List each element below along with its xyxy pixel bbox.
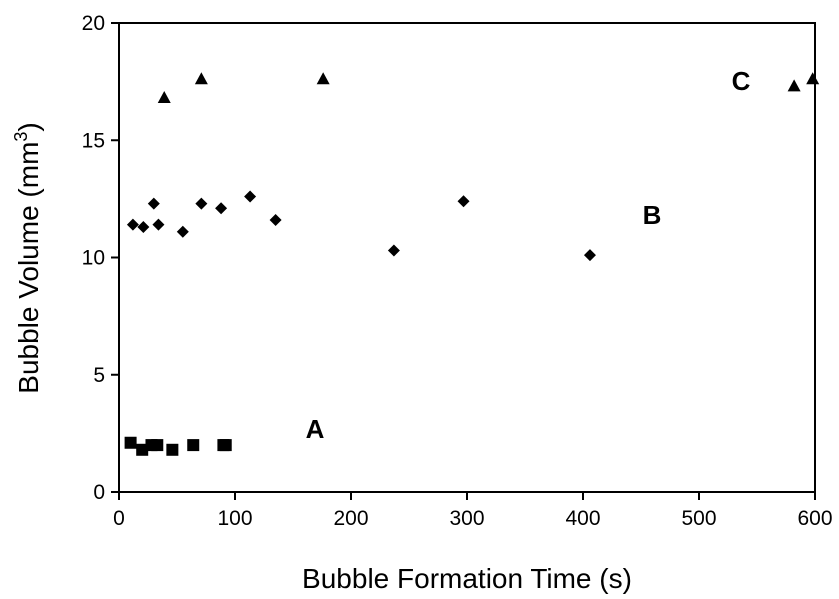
series-a-point xyxy=(187,439,200,452)
series-label-b: B xyxy=(643,200,662,230)
series-b-point xyxy=(137,221,150,234)
series-a-point xyxy=(219,439,232,452)
series-c-point xyxy=(157,91,171,104)
series-b-point xyxy=(457,195,470,208)
series-a-point xyxy=(124,436,137,449)
series-b-point xyxy=(269,213,282,226)
x-tick-label: 100 xyxy=(217,507,252,530)
x-tick-label: 500 xyxy=(681,507,716,530)
series-b-point xyxy=(126,218,139,231)
x-tick-label: 300 xyxy=(449,507,484,530)
x-tick-label: 0 xyxy=(113,507,125,530)
series-c-point xyxy=(806,72,820,85)
series-b-point xyxy=(583,249,596,262)
y-tick-label: 20 xyxy=(82,12,105,35)
series-b-point xyxy=(176,225,189,238)
x-tick-label: 200 xyxy=(333,507,368,530)
series-c-point xyxy=(787,79,801,92)
y-axis-title-main: Bubble Volume (mm xyxy=(13,142,44,394)
plot-area xyxy=(118,22,816,493)
series-a-point xyxy=(136,443,149,456)
series-b-point xyxy=(152,218,165,231)
series-a-point xyxy=(151,439,164,452)
series-c-point xyxy=(316,72,330,85)
y-tick-label: 10 xyxy=(82,247,105,270)
y-tick-label: 15 xyxy=(82,129,105,152)
y-tick-label: 0 xyxy=(93,481,105,504)
x-tick-label: 600 xyxy=(797,507,832,530)
series-b-point xyxy=(244,190,257,203)
data-markers xyxy=(124,72,820,456)
y-tick-label: 5 xyxy=(93,364,105,387)
y-axis-title-superscript: 3 xyxy=(11,132,31,142)
series-b-point xyxy=(387,244,400,257)
series-c-point xyxy=(194,72,208,85)
y-axis-ticks: 0 5 10 15 20 xyxy=(82,12,119,504)
series-label-a: A xyxy=(306,414,325,444)
x-axis-title: Bubble Formation Time (s) xyxy=(302,563,632,594)
series-a-point xyxy=(166,443,179,456)
series-b-point xyxy=(215,202,228,215)
x-tick-label: 400 xyxy=(565,507,600,530)
series-b-point xyxy=(195,197,208,210)
series-b-point xyxy=(147,197,160,210)
y-axis-title-close: ) xyxy=(13,122,44,131)
y-axis-title: Bubble Volume (mm3) xyxy=(11,122,44,393)
series-label-c: C xyxy=(732,66,751,96)
x-axis-ticks: 0 100 200 300 400 500 600 xyxy=(113,492,833,530)
